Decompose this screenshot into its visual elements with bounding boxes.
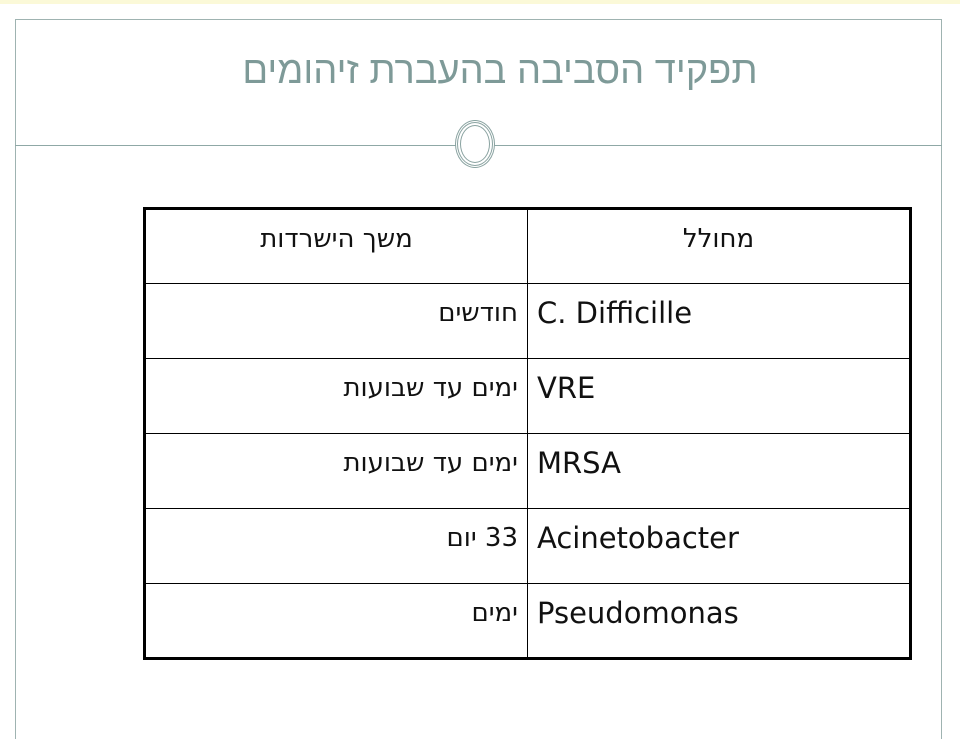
- table-row: VRE ימים עד שבועות: [144, 358, 911, 434]
- slide-frame: [15, 19, 942, 739]
- pathogen-cell: VRE: [527, 358, 911, 434]
- survival-cell: 33 יום: [144, 508, 528, 584]
- survival-table: מחולל משך הישרדות C. Difficille חודשים V…: [143, 207, 912, 660]
- table-row: Pseudomonas ימים: [144, 583, 911, 659]
- survival-cell: ימים עד שבועות: [144, 358, 528, 434]
- top-strip: [0, 0, 960, 4]
- survival-cell: ימים: [144, 583, 528, 659]
- table-header-row: מחולל משך הישרדות: [144, 208, 911, 284]
- pathogen-cell: Acinetobacter: [527, 508, 911, 584]
- table-row: Acinetobacter 33 יום: [144, 508, 911, 584]
- pathogen-cell: MRSA: [527, 433, 911, 509]
- pathogen-cell: C. Difficille: [527, 283, 911, 359]
- table-row: C. Difficille חודשים: [144, 283, 911, 359]
- header-pathogen: מחולל: [527, 208, 911, 284]
- survival-cell: חודשים: [144, 283, 528, 359]
- circle-ornament-icon: [455, 120, 495, 168]
- pathogen-cell: Pseudomonas: [527, 583, 911, 659]
- survival-cell: ימים עד שבועות: [144, 433, 528, 509]
- table-row: MRSA ימים עד שבועות: [144, 433, 911, 509]
- header-survival: משך הישרדות: [144, 208, 528, 284]
- slide-title: תפקיד הסביבה בהעברת זיהומים: [242, 50, 758, 92]
